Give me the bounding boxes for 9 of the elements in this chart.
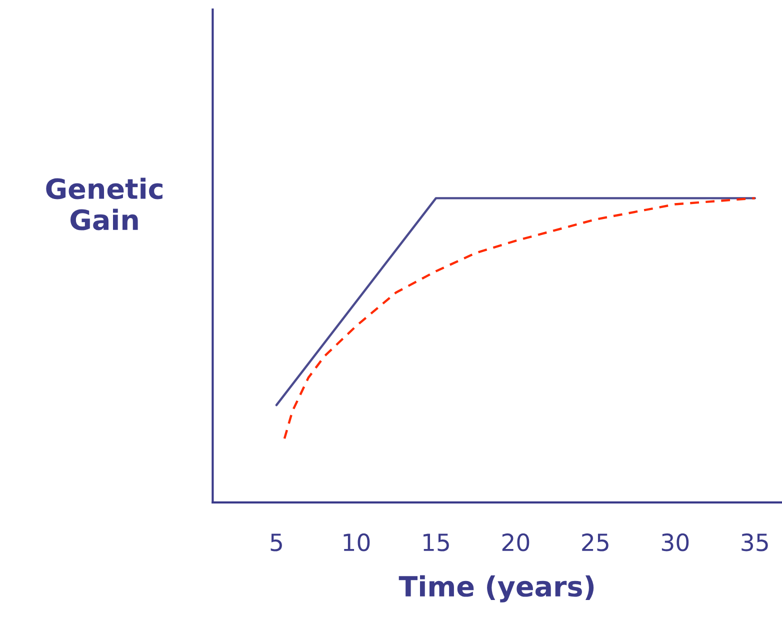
x-axis-title: Time (years) bbox=[398, 575, 594, 602]
x-tick-label: 10 bbox=[344, 533, 370, 552]
x-tick-label: 5 bbox=[270, 534, 282, 552]
y-axis-title: Genetic Gain bbox=[46, 178, 162, 230]
x-tick-label: 35 bbox=[742, 533, 768, 552]
x-tick-label: 30 bbox=[662, 533, 689, 552]
x-tick-label: 25 bbox=[582, 533, 608, 552]
x-tick-label: 20 bbox=[502, 533, 530, 552]
x-tick-label: 15 bbox=[424, 534, 449, 552]
